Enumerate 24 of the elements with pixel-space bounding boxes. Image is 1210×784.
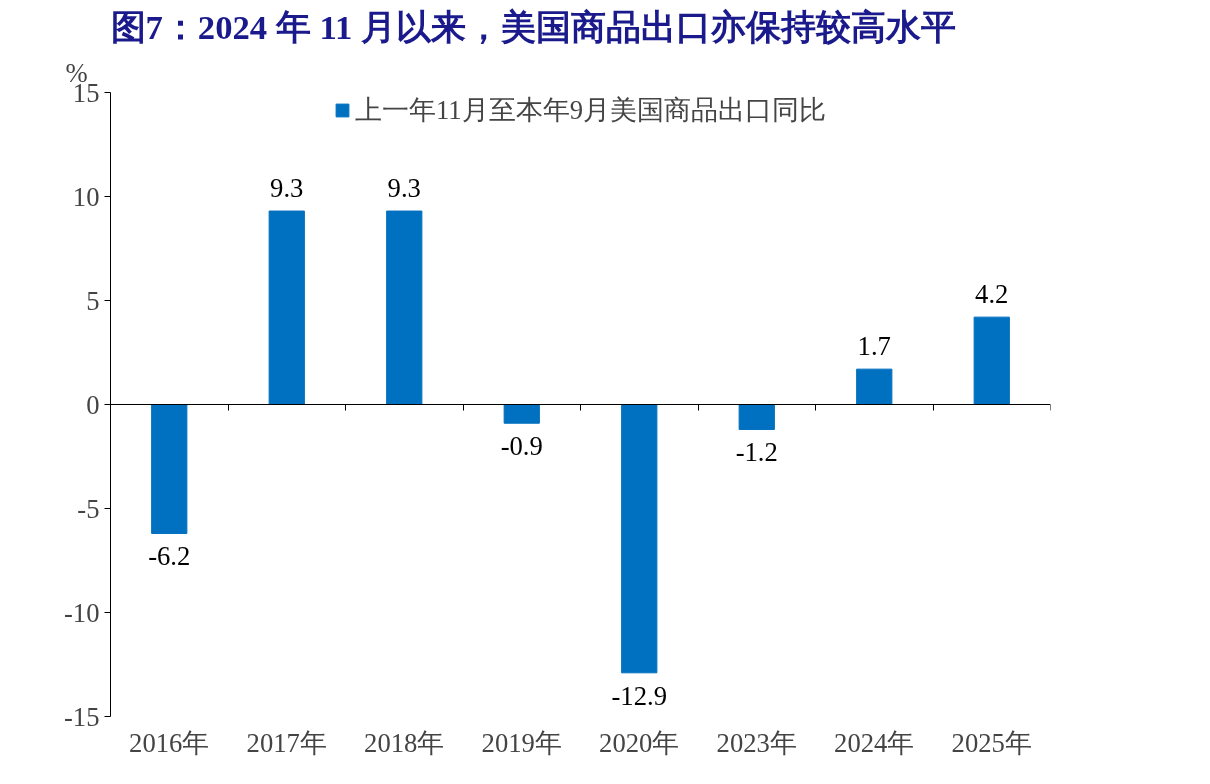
legend-label: 上一年11月至本年9月美国商品出口同比 (355, 94, 826, 127)
x-tick-label: 2018年 (364, 727, 445, 758)
data-label: 9.3 (270, 173, 304, 204)
chart-title: 图7：2024 年 11 月以来，美国商品出口亦保持较高水平 (110, 7, 956, 46)
data-label: 1.7 (857, 331, 891, 362)
data-label: 4.2 (975, 279, 1009, 310)
data-label: -0.9 (500, 431, 543, 462)
x-tick-label: 2025年 (951, 727, 1032, 758)
y-tick-label: 0 (86, 389, 100, 420)
x-tick-label: 2019年 (481, 727, 562, 758)
x-tick-label: 2017年 (246, 727, 327, 758)
y-tick-label: -10 (63, 597, 100, 628)
y-tick-label: 10 (72, 181, 100, 212)
x-tick-label: 2016年 (129, 727, 210, 758)
x-tick-label: 2023年 (716, 727, 797, 758)
x-tick-label: 2020年 (599, 727, 680, 758)
y-tick-label: 5 (86, 285, 100, 316)
data-label: -12.9 (611, 680, 668, 711)
data-label: -1.2 (735, 437, 778, 468)
x-tick-label: 2024年 (834, 727, 915, 758)
data-label: -6.2 (148, 541, 191, 572)
y-tick-label: -15 (63, 701, 100, 732)
data-label: 9.3 (387, 173, 421, 204)
y-tick-label: -5 (77, 493, 100, 524)
